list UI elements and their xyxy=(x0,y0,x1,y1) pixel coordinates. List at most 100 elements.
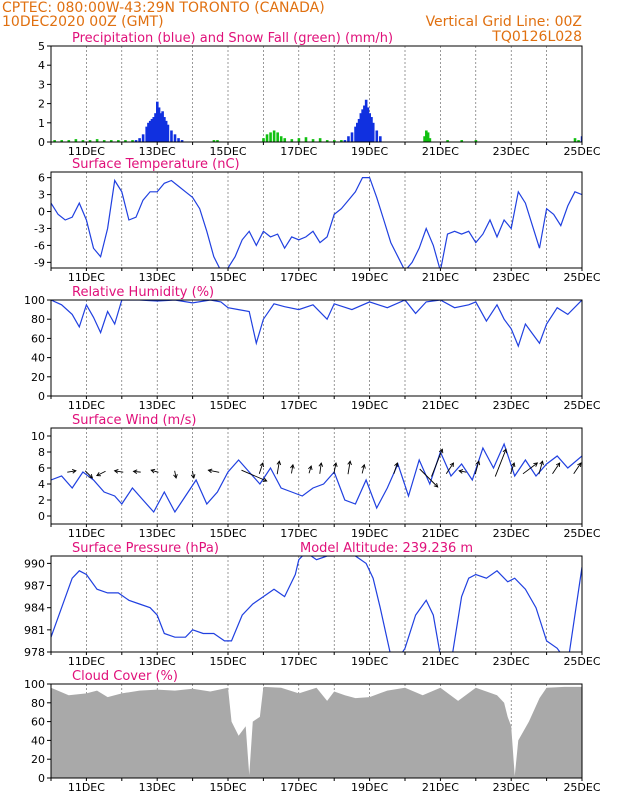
wind-arrow xyxy=(510,462,515,474)
snow-bar xyxy=(276,132,279,142)
x-tick-label: 21DEC xyxy=(422,145,459,158)
precip-bar xyxy=(173,134,177,142)
x-tick-label: 19DEC xyxy=(351,527,388,540)
wind-arrow-head xyxy=(207,468,213,474)
wind-arrow-head xyxy=(290,463,295,469)
y-tick-label: 990 xyxy=(24,557,45,570)
series-line xyxy=(51,556,582,652)
precip-bar xyxy=(177,138,180,142)
x-tick-label: 21DEC xyxy=(422,527,459,540)
y-tick-label: 0 xyxy=(38,772,45,785)
wind-arrow xyxy=(459,470,467,473)
precip-bar xyxy=(163,117,166,142)
precip-bar xyxy=(180,140,184,142)
snow-bar xyxy=(325,140,329,142)
snow-bar xyxy=(53,140,56,142)
wind-arrow-head xyxy=(276,460,282,466)
wind-arrow-head xyxy=(577,462,582,468)
x-tick-label: 11DEC xyxy=(68,655,105,668)
precip-bar xyxy=(371,122,375,142)
y-tick-label: -3 xyxy=(34,222,45,235)
snow-bar xyxy=(265,134,269,142)
wind-arrow-head xyxy=(96,472,101,477)
snow-bar xyxy=(279,136,283,142)
plot-area xyxy=(51,442,582,514)
precip-bar xyxy=(157,107,161,142)
y-tick-label: 4 xyxy=(38,59,45,72)
snow-bar xyxy=(67,140,71,142)
wind-arrow-head xyxy=(190,474,196,479)
y-tick-label: 5 xyxy=(38,40,45,53)
x-tick-label: 23DEC xyxy=(493,655,530,668)
x-tick-label: 23DEC xyxy=(493,527,530,540)
wind-arrow-head xyxy=(394,462,399,468)
x-tick-label: 25DEC xyxy=(563,145,600,158)
precip-bar xyxy=(145,126,148,142)
precip-bar xyxy=(583,134,586,142)
x-tick-label: 15DEC xyxy=(209,399,246,412)
wind-arrow-head xyxy=(333,462,338,467)
panel-frame xyxy=(50,683,583,779)
precip-bar xyxy=(350,132,354,142)
precip-bar xyxy=(370,117,373,142)
x-tick-label: 15DEC xyxy=(209,271,246,284)
wind-arrow-head xyxy=(318,462,324,467)
wind-arrow xyxy=(538,461,543,475)
header-grid-note: Vertical Grid Line: 00Z xyxy=(426,14,582,30)
x-tick-label: 25DEC xyxy=(563,271,600,284)
panel-5: 0 20 40 60 80 100 11DEC 13DEC 15DEC 17DEC 19DEC 21D… xyxy=(24,669,601,794)
panel-3: 0 2 4 6 8 10 11DEC 13DEC 15DEC 17DEC 19DEC 21DEC 23D… xyxy=(31,413,601,540)
series-line xyxy=(51,300,582,348)
x-tick-label: 11DEC xyxy=(68,399,105,412)
precip-bar xyxy=(357,118,361,142)
x-tick-label: 13DEC xyxy=(139,655,176,668)
y-tick-label: 8 xyxy=(38,446,45,459)
snow-bar xyxy=(272,130,276,142)
wind-arrow xyxy=(494,449,507,477)
precip-bar xyxy=(580,136,582,142)
wind-arrow xyxy=(258,462,264,474)
wind-arrow xyxy=(573,462,582,475)
x-tick-label: 11DEC xyxy=(68,271,105,284)
x-tick-label: 13DEC xyxy=(139,271,176,284)
y-tick-label: 80 xyxy=(31,313,45,326)
snow-bar xyxy=(102,140,106,142)
y-tick-label: 3 xyxy=(38,78,45,91)
x-tick-label: 19DEC xyxy=(351,271,388,284)
x-tick-label: 17DEC xyxy=(280,655,317,668)
y-tick-label: 981 xyxy=(24,624,45,637)
x-tick-label: 15DEC xyxy=(209,527,246,540)
x-tick-label: 11DEC xyxy=(68,527,105,540)
panel-frame xyxy=(50,171,583,269)
snow-bar xyxy=(124,140,127,142)
x-tick-label: 17DEC xyxy=(280,781,317,794)
precip-bar xyxy=(148,120,152,142)
y-tick-label: 40 xyxy=(31,734,45,747)
snow-bar xyxy=(262,138,265,142)
wind-arrow-head xyxy=(502,448,507,454)
wind-arrow xyxy=(208,469,220,473)
header: CPTEC: 080:00W-43:29N TORONTO (CANADA) 1… xyxy=(2,0,582,45)
precip-bar xyxy=(379,136,382,142)
y-tick-label: 6 xyxy=(38,462,45,475)
precip-bar xyxy=(356,122,359,142)
snow-bar xyxy=(88,140,92,142)
x-tick-label: 19DEC xyxy=(351,655,388,668)
panel-title: Surface Wind (m/s) xyxy=(72,413,196,428)
x-tick-label: 17DEC xyxy=(280,145,317,158)
snow-bar xyxy=(95,139,99,142)
snow-bar xyxy=(428,138,432,142)
wind-arrow-head xyxy=(173,474,178,479)
x-tick-label: 23DEC xyxy=(493,399,530,412)
x-tick-label: 17DEC xyxy=(280,399,317,412)
x-tick-label: 15DEC xyxy=(209,781,246,794)
plot-area xyxy=(51,556,582,652)
snow-bar xyxy=(109,140,113,142)
panel-title: Surface Temperature (nC) xyxy=(72,157,240,172)
snow-bar xyxy=(131,140,134,142)
header-code: TQ0126L028 xyxy=(491,29,582,45)
wind-arrow xyxy=(319,462,322,474)
precip-bar xyxy=(375,130,379,142)
snow-bar xyxy=(333,140,336,142)
y-tick-label: 40 xyxy=(31,352,45,365)
